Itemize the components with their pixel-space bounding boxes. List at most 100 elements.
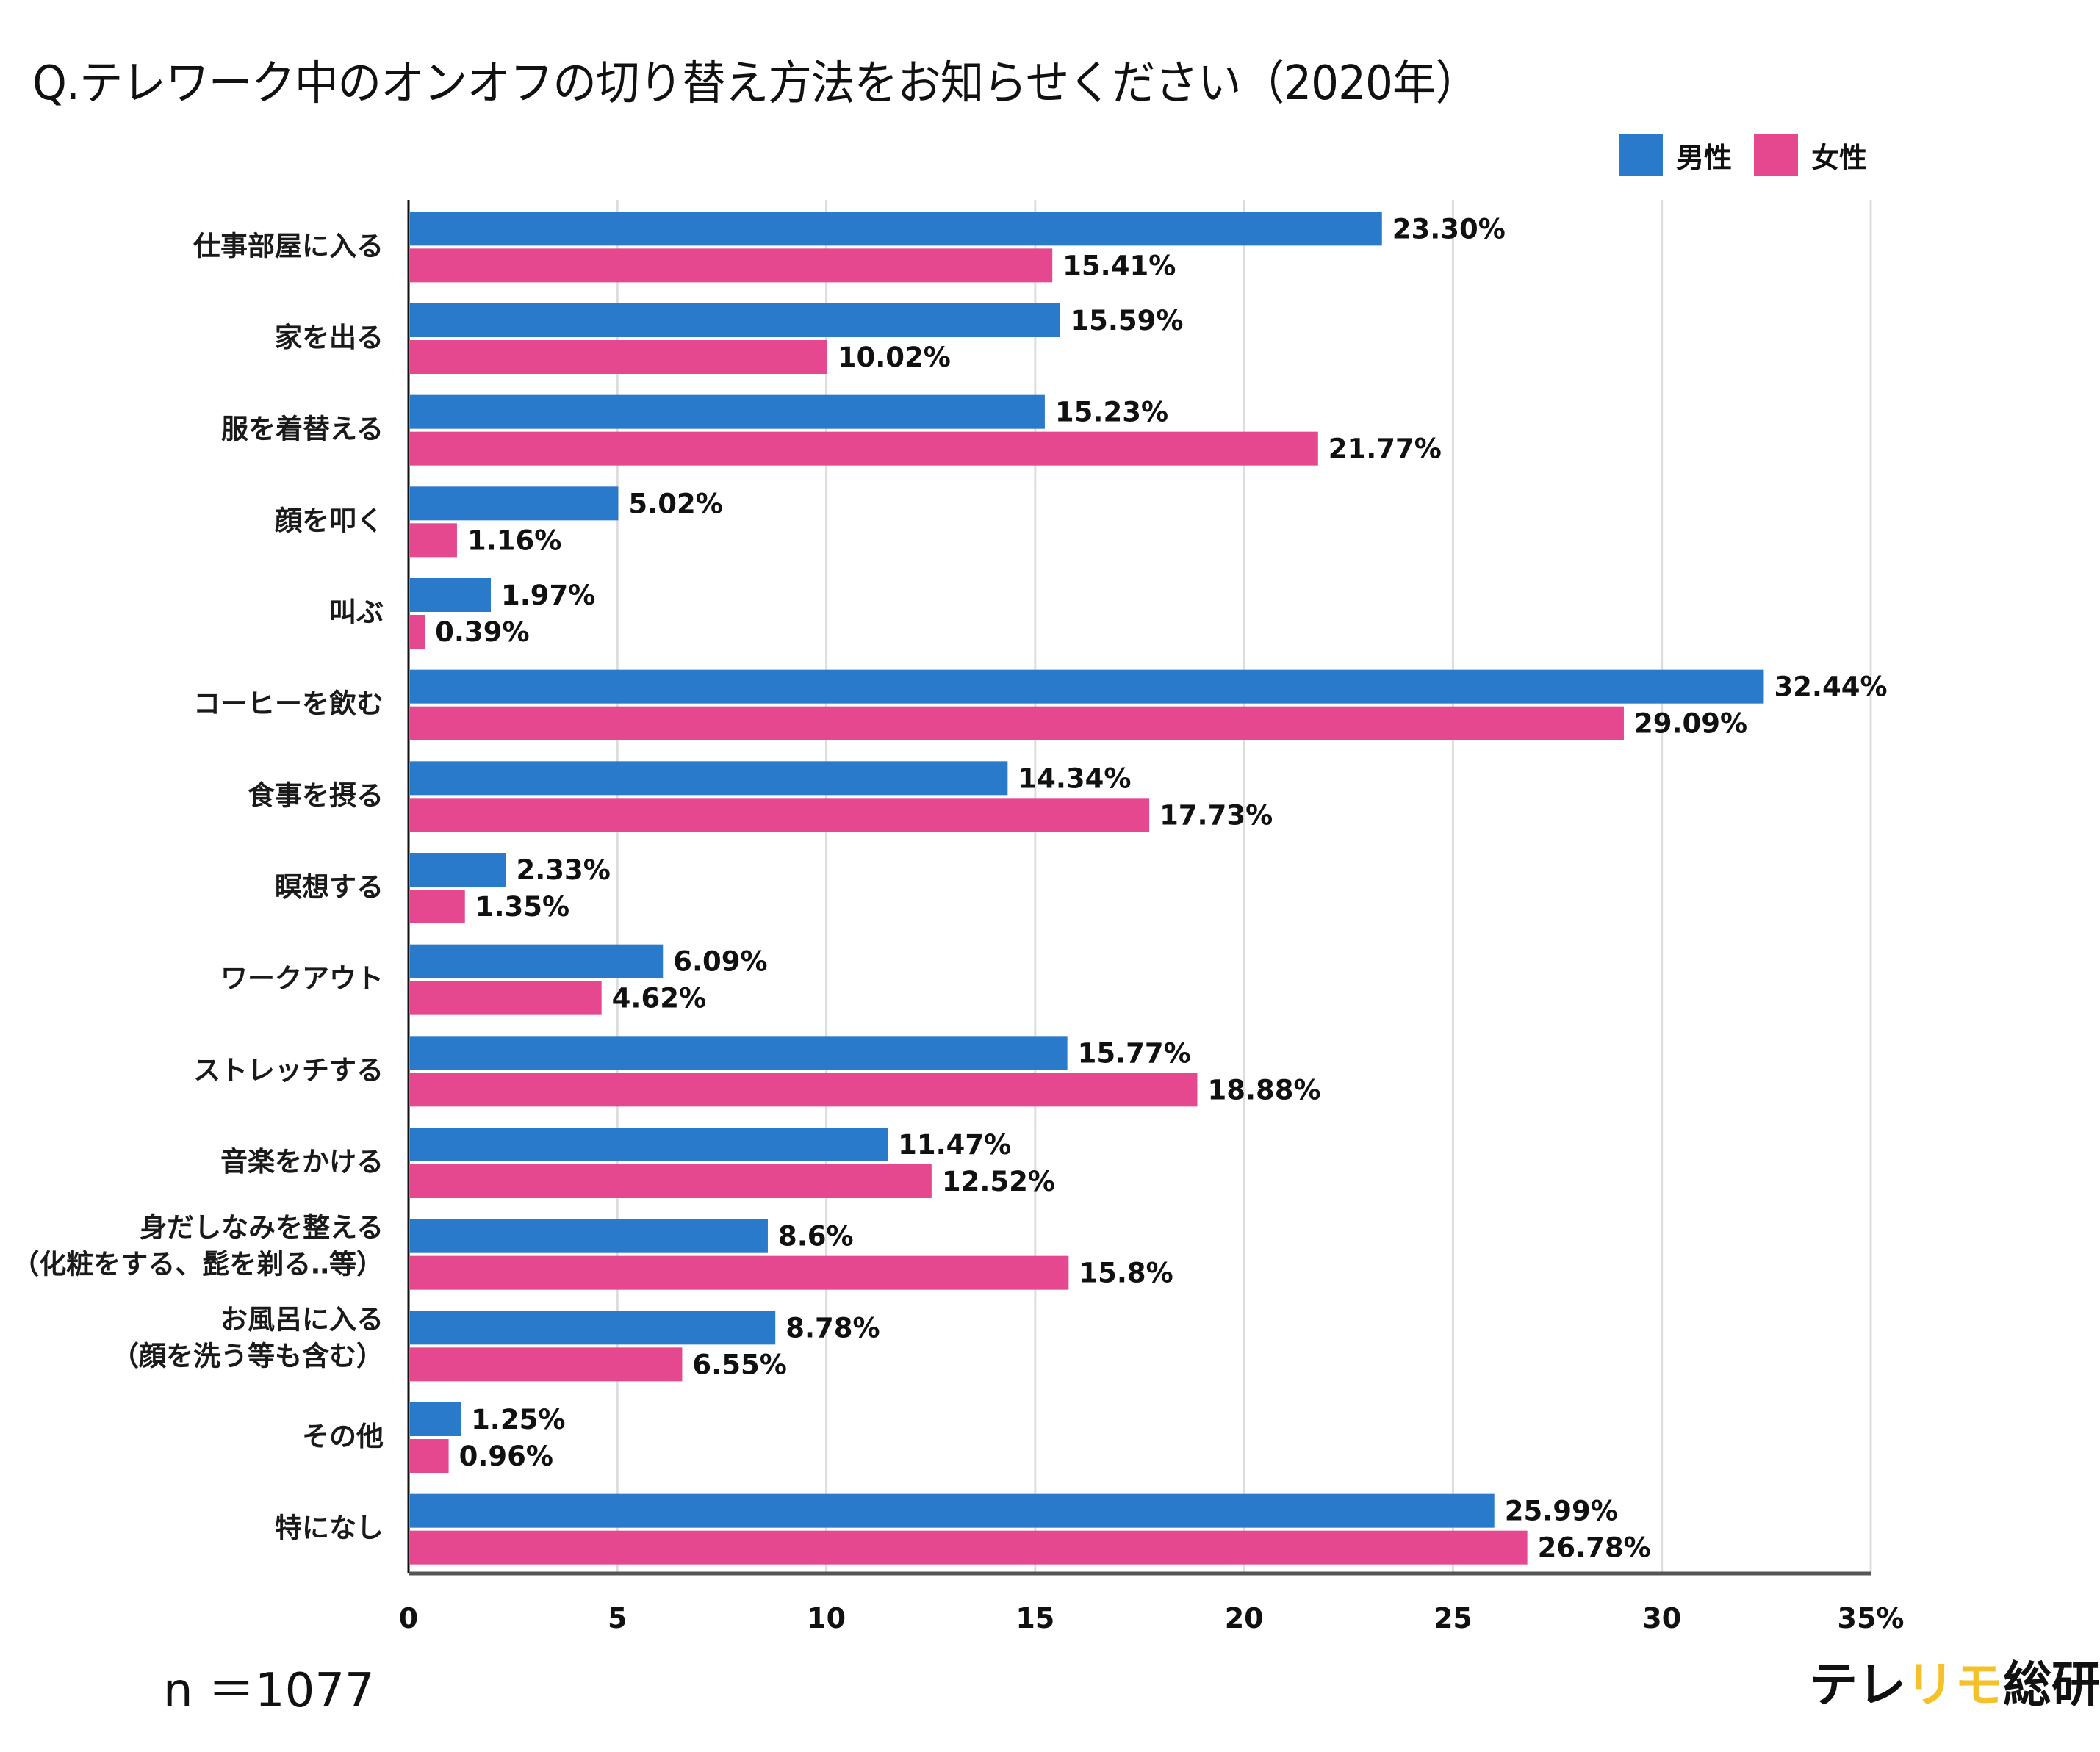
value-label-female: 15.41% xyxy=(1062,250,1176,281)
bar-male xyxy=(410,1493,1495,1528)
bar-male xyxy=(410,1128,888,1161)
sample-size: n ＝1077 xyxy=(163,1664,375,1718)
value-label-male: 8.6% xyxy=(778,1221,854,1252)
bar-female xyxy=(410,615,425,649)
value-label-male: 23.30% xyxy=(1392,213,1506,245)
value-label-male: 8.78% xyxy=(785,1312,880,1344)
category-label: 仕事部屋に入る xyxy=(193,230,384,262)
value-labels: 23.30% 15.41% 15.59% 10.02% 15.23% 21.77% 5.02… xyxy=(435,213,1887,1563)
value-label-male: 6.09% xyxy=(673,946,767,978)
category-label: お風呂に入る xyxy=(220,1303,384,1335)
bar-male xyxy=(410,669,1764,704)
value-label-male: 11.47% xyxy=(898,1129,1011,1161)
category-labels: 仕事部屋に入る家を出る服を着替える顔を叩く叫ぶコーヒーを飲む食事を摂る瞑想するワ… xyxy=(12,230,384,1543)
category-label: ワークアウト xyxy=(220,963,384,995)
bar-female xyxy=(410,248,1053,283)
logo-part-3: 総研 xyxy=(2003,1657,2100,1713)
category-label: 家を出る xyxy=(275,322,384,353)
logo: テレリモ総研 xyxy=(1809,1645,2100,1716)
value-label-male: 1.97% xyxy=(501,580,595,611)
bar-male xyxy=(410,303,1060,337)
bar-male xyxy=(410,1402,461,1436)
bar-female xyxy=(410,706,1624,740)
bar-female xyxy=(410,523,457,558)
value-label-female: 29.09% xyxy=(1634,708,1747,740)
legend-swatch-male xyxy=(1619,134,1663,176)
bar-male xyxy=(410,761,1008,796)
value-label-male: 15.77% xyxy=(1078,1037,1191,1069)
category-label: 音楽をかける xyxy=(220,1146,384,1178)
bars xyxy=(410,212,1764,1565)
bar-female xyxy=(410,890,465,923)
value-label-female: 4.62% xyxy=(612,983,706,1014)
category-label: コーヒーを飲む xyxy=(193,688,384,720)
legend-item-female: 女性 xyxy=(1754,134,1867,176)
bar-male xyxy=(410,1036,1068,1070)
category-label: 叫ぶ xyxy=(329,596,384,628)
bar-female xyxy=(410,981,602,1015)
value-label-female: 0.96% xyxy=(459,1441,553,1472)
value-label-male: 25.99% xyxy=(1505,1496,1618,1527)
category-label: ストレッチする xyxy=(193,1054,384,1086)
bar-female xyxy=(410,1255,1069,1290)
value-label-female: 15.8% xyxy=(1079,1258,1173,1289)
value-label-female: 1.35% xyxy=(475,891,569,923)
bar-male xyxy=(410,1219,768,1253)
value-label-female: 26.78% xyxy=(1538,1532,1651,1564)
value-label-male: 15.23% xyxy=(1055,397,1168,428)
legend-item-male: 男性 xyxy=(1619,134,1732,176)
value-label-male: 32.44% xyxy=(1774,671,1887,703)
category-label: 身だしなみを整える xyxy=(140,1212,384,1244)
value-label-male: 14.34% xyxy=(1018,763,1131,794)
x-tick-label: 25 xyxy=(1434,1602,1472,1634)
category-label: その他 xyxy=(302,1421,384,1452)
value-label-male: 5.02% xyxy=(628,488,722,519)
x-tick-label: 10 xyxy=(807,1602,846,1634)
logo-part-1: テレ xyxy=(1809,1657,1906,1713)
bar-male xyxy=(410,212,1382,246)
bar-female xyxy=(410,431,1318,466)
value-label-female: 10.02% xyxy=(838,342,951,373)
value-label-female: 1.16% xyxy=(467,524,561,556)
bar-female xyxy=(410,1164,932,1198)
value-label-male: 2.33% xyxy=(516,854,610,886)
legend: 男性 女性 xyxy=(1619,134,1889,176)
category-label: （顔を洗う等も含む） xyxy=(112,1340,384,1371)
bar-female xyxy=(410,1347,683,1382)
legend-label-female: 女性 xyxy=(1811,141,1868,174)
bar-male xyxy=(410,394,1045,429)
category-label: （化粧をする、髭を剃る‥等） xyxy=(12,1249,384,1280)
category-label: 顔を叩く xyxy=(275,505,384,536)
x-axis-ticks: 0 5 10 15 20 25 30 35% xyxy=(399,1602,1905,1634)
value-label-female: 0.39% xyxy=(435,616,529,648)
value-label-female: 18.88% xyxy=(1207,1074,1320,1106)
category-label: 瞑想する xyxy=(275,871,384,903)
chart-title: Q.テレワーク中のオンオフの切り替え方法をお知らせください（2020年） xyxy=(32,57,1479,111)
bar-male xyxy=(410,1311,776,1345)
bar-male xyxy=(410,853,506,887)
category-label: 食事を摂る xyxy=(248,779,384,811)
x-tick-label: 15 xyxy=(1015,1602,1054,1634)
x-tick-label: 35% xyxy=(1838,1602,1905,1634)
legend-swatch-female xyxy=(1754,134,1799,176)
bar-female xyxy=(410,798,1150,832)
value-label-female: 6.55% xyxy=(692,1349,786,1380)
value-label-female: 21.77% xyxy=(1328,433,1442,465)
logo-part-2: リモ xyxy=(1906,1657,2003,1713)
value-label-female: 17.73% xyxy=(1159,799,1273,831)
category-label: 特になし xyxy=(275,1513,384,1544)
bar-female xyxy=(410,1073,1198,1107)
category-label: 服を着替える xyxy=(221,414,384,445)
legend-label-male: 男性 xyxy=(1676,141,1733,174)
x-tick-label: 0 xyxy=(399,1602,418,1634)
value-label-male: 1.25% xyxy=(471,1404,565,1435)
x-tick-label: 5 xyxy=(608,1602,627,1634)
bar-male xyxy=(410,944,664,978)
x-tick-label: 20 xyxy=(1225,1602,1264,1634)
x-tick-label: 30 xyxy=(1642,1602,1681,1634)
value-label-male: 15.59% xyxy=(1070,305,1183,336)
bar-female xyxy=(410,340,827,374)
bar-female xyxy=(410,1530,1528,1565)
bar-male xyxy=(410,486,619,521)
